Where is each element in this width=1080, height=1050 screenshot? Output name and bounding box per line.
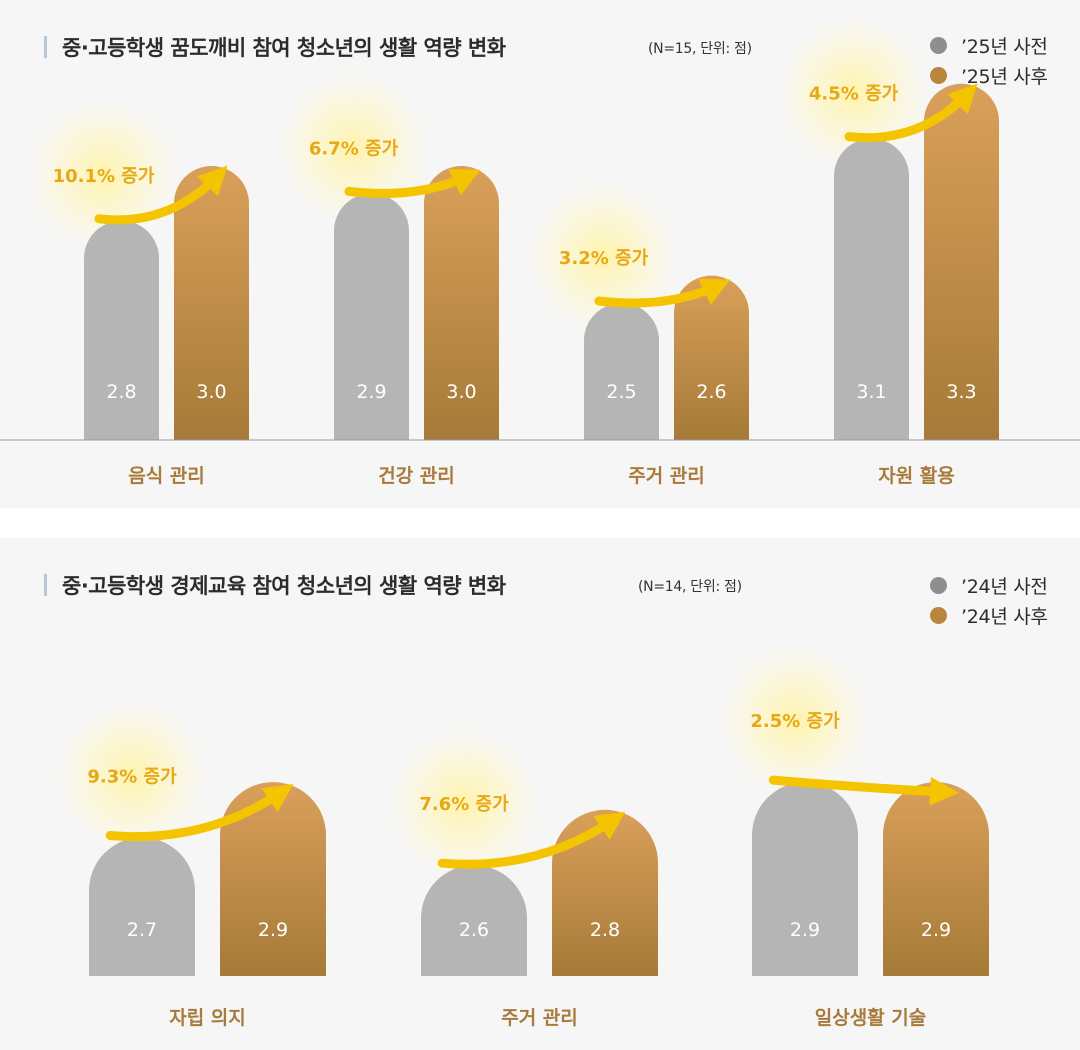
bar-post bbox=[883, 782, 989, 976]
annotation-glow bbox=[715, 640, 875, 801]
value-label-pre: 3.1 bbox=[856, 381, 886, 403]
legend-label-post: ’25년 사후 bbox=[961, 65, 1048, 88]
increase-arrow bbox=[594, 278, 731, 308]
value-label-post: 2.6 bbox=[696, 381, 726, 403]
increase-annotation: 2.5% 증가 bbox=[750, 711, 840, 732]
legend-label-pre: ’25년 사전 bbox=[961, 35, 1048, 58]
value-label-pre: 2.7 bbox=[127, 919, 157, 941]
value-label-pre: 2.6 bbox=[459, 919, 489, 941]
value-label-post: 3.3 bbox=[946, 381, 976, 403]
bar-pre bbox=[89, 837, 195, 976]
bar-post bbox=[424, 166, 499, 440]
bar-pre bbox=[334, 193, 409, 440]
annotation-glow bbox=[52, 695, 212, 856]
value-label-post: 2.8 bbox=[590, 919, 620, 941]
increase-annotation: 4.5% 증가 bbox=[809, 84, 899, 105]
chart-panel-1: 중·고등학생 꿈도깨비 참여 청소년의 생활 역량 변화 (N=15, 단위: … bbox=[0, 0, 1080, 508]
legend-item-pre: ’25년 사전 bbox=[930, 34, 1048, 58]
legend-dot-post bbox=[930, 66, 947, 84]
bar-post bbox=[552, 809, 658, 976]
bar-post bbox=[220, 782, 326, 976]
bar-post bbox=[174, 166, 249, 440]
legend-item-pre: ’24년 사전 bbox=[930, 574, 1048, 598]
bar-pre bbox=[584, 303, 659, 440]
value-label-pre: 2.9 bbox=[356, 381, 386, 403]
legend-dot-post bbox=[930, 606, 947, 624]
bar-pre bbox=[834, 138, 909, 440]
value-label-pre: 2.8 bbox=[106, 381, 136, 403]
value-label-post: 3.0 bbox=[446, 381, 476, 403]
chart-note: (N=14, 단위: 점) bbox=[638, 579, 742, 595]
title-accent-bar bbox=[44, 36, 47, 58]
legend-dot-pre bbox=[930, 36, 947, 54]
category-label: 음식 관리 bbox=[128, 465, 205, 487]
increase-arrow bbox=[844, 83, 978, 143]
bar-pre bbox=[84, 220, 159, 440]
chart-note: (N=15, 단위: 점) bbox=[648, 41, 752, 57]
annotation-glow bbox=[523, 177, 684, 337]
legend-label-pre: ’24년 사전 bbox=[961, 575, 1048, 598]
increase-arrow bbox=[437, 811, 626, 869]
chart-title: 중·고등학생 경제교육 참여 청소년의 생활 역량 변화 bbox=[62, 574, 506, 598]
category-label: 자원 활용 bbox=[878, 465, 955, 487]
increase-annotation: 10.1% 증가 bbox=[53, 166, 155, 187]
chart-panel-2: 중·고등학생 경제교육 참여 청소년의 생활 역량 변화 (N=14, 단위: … bbox=[0, 538, 1080, 1050]
value-label-pre: 2.5 bbox=[606, 381, 636, 403]
legend-label-post: ’24년 사후 bbox=[961, 605, 1048, 628]
bar-pre bbox=[752, 782, 858, 976]
increase-arrow bbox=[768, 775, 959, 806]
legend-item-post: ’24년 사후 bbox=[930, 604, 1048, 628]
value-label-pre: 2.9 bbox=[790, 919, 820, 941]
value-label-post: 3.0 bbox=[196, 381, 226, 403]
annotation-glow bbox=[273, 67, 434, 228]
increase-arrow bbox=[94, 165, 228, 225]
legend-item-post: ’25년 사후 bbox=[930, 64, 1048, 88]
bar-post bbox=[924, 83, 999, 441]
category-label: 주거 관리 bbox=[628, 465, 705, 487]
legend-dot-pre bbox=[930, 576, 947, 594]
increase-arrow bbox=[344, 169, 481, 198]
increase-annotation: 3.2% 증가 bbox=[559, 248, 649, 269]
category-label: 건강 관리 bbox=[378, 465, 455, 487]
increase-arrow bbox=[105, 784, 294, 842]
category-label: 자립 의지 bbox=[169, 1007, 246, 1029]
value-label-post: 2.9 bbox=[258, 919, 288, 941]
category-label: 주거 관리 bbox=[501, 1007, 578, 1029]
chart-title: 중·고등학생 꿈도깨비 참여 청소년의 생활 역량 변화 bbox=[62, 36, 506, 60]
bar-post bbox=[674, 275, 749, 440]
increase-annotation: 7.6% 증가 bbox=[419, 794, 509, 815]
increase-annotation: 9.3% 증가 bbox=[87, 767, 177, 788]
bar-pre bbox=[421, 865, 527, 976]
value-label-post: 2.9 bbox=[921, 919, 951, 941]
title-accent-bar bbox=[44, 574, 47, 596]
category-label: 일상생활 기술 bbox=[815, 1007, 927, 1029]
annotation-glow bbox=[384, 723, 544, 884]
increase-annotation: 6.7% 증가 bbox=[309, 138, 399, 159]
